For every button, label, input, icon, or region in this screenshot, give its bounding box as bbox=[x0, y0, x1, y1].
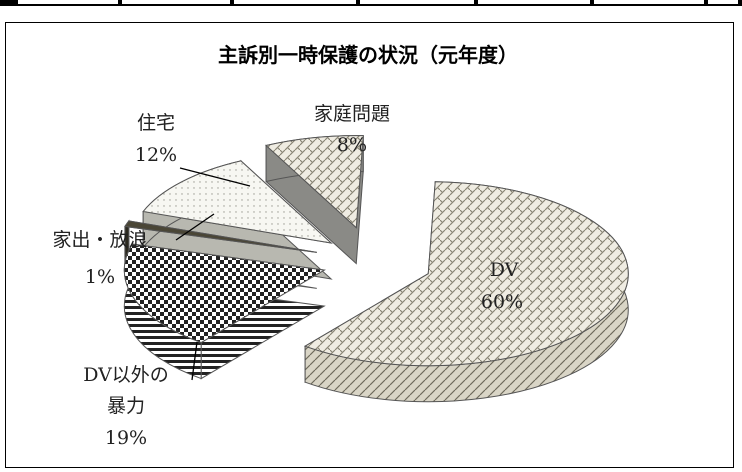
data-label-housing-pct: 12% bbox=[135, 144, 177, 166]
data-label-family-name: 家庭問題 bbox=[314, 103, 390, 125]
data-label-family-pct: 8% bbox=[337, 134, 367, 156]
slice-runaway-top bbox=[124, 220, 317, 253]
data-label-violence-name-2: 暴力 bbox=[107, 395, 145, 417]
slice-housing-top bbox=[142, 160, 333, 244]
slice-other-violence-top bbox=[123, 243, 326, 344]
data-label-runaway-name: 家出・放浪 bbox=[52, 229, 147, 251]
data-label-violence-name-1: DV以外の bbox=[83, 364, 169, 386]
data-label-dv-name: DV bbox=[490, 259, 519, 281]
leader-line-housing bbox=[179, 167, 251, 187]
data-label-violence-pct: 19% bbox=[105, 427, 147, 449]
top-table-strip bbox=[0, 0, 742, 8]
leader-line-runaway bbox=[175, 213, 215, 241]
slice-family bbox=[265, 135, 364, 265]
chart-title: 主訴別一時保護の状況（元年度） bbox=[218, 43, 518, 67]
slice-dv bbox=[303, 181, 629, 403]
top-table-strip-lines bbox=[0, 0, 742, 6]
slice-dv-top bbox=[303, 181, 629, 367]
slice-other-violence bbox=[123, 242, 326, 380]
leader-line-violence bbox=[191, 341, 198, 381]
data-label-dv-pct: 60% bbox=[481, 291, 523, 313]
slice-family-top bbox=[265, 135, 364, 229]
data-label-housing-name: 住宅 bbox=[137, 112, 175, 134]
data-label-runaway-pct: 1% bbox=[85, 266, 115, 288]
